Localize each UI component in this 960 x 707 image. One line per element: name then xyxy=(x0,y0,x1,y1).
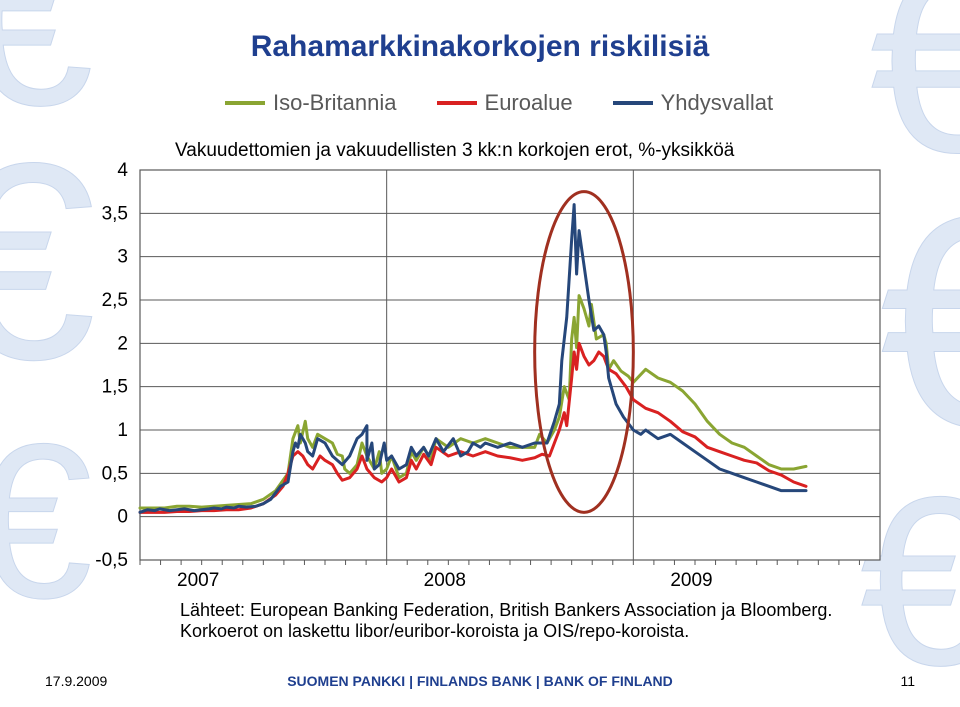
legend-label-uk: Iso-Britannia xyxy=(273,90,397,116)
legend-label-euro: Euroalue xyxy=(485,90,573,116)
legend: Iso-Britannia Euroalue Yhdysvallat xyxy=(225,90,773,116)
legend-label-us: Yhdysvallat xyxy=(661,90,774,116)
svg-text:2008: 2008 xyxy=(424,570,466,591)
svg-text:2: 2 xyxy=(117,333,128,354)
svg-text:3,5: 3,5 xyxy=(102,203,128,224)
footer-org: SUOMEN PANKKI | FINLANDS BANK | BANK OF … xyxy=(0,673,960,689)
line-chart: -0,5 0 0,5 1 1,5 2 2,5 3 3,5 4 2007 2008 2009 xyxy=(80,160,900,610)
svg-text:1,5: 1,5 xyxy=(102,377,128,398)
svg-text:4: 4 xyxy=(117,160,128,181)
legend-item-us: Yhdysvallat xyxy=(613,90,774,116)
footer-page: 11 xyxy=(900,673,915,689)
svg-text:2009: 2009 xyxy=(670,570,712,591)
chart-title: Rahamarkkinakorkojen riskilisiä xyxy=(0,30,960,64)
svg-text:2,5: 2,5 xyxy=(102,290,128,311)
svg-text:3: 3 xyxy=(117,247,128,268)
legend-item-euro: Euroalue xyxy=(437,90,573,116)
legend-swatch-us xyxy=(613,101,653,105)
svg-text:1: 1 xyxy=(117,420,128,441)
legend-swatch-uk xyxy=(225,101,265,105)
legend-item-uk: Iso-Britannia xyxy=(225,90,397,116)
svg-text:0,5: 0,5 xyxy=(102,463,128,484)
caption-line-2: Korkoerot on laskettu libor/euribor-koro… xyxy=(180,621,689,641)
svg-text:-0,5: -0,5 xyxy=(95,550,128,571)
svg-text:€: € xyxy=(0,0,93,155)
caption-line-1: Lähteet: European Banking Federation, Br… xyxy=(180,600,832,620)
svg-text:2007: 2007 xyxy=(177,570,219,591)
caption: Lähteet: European Banking Federation, Br… xyxy=(180,600,832,642)
svg-text:0: 0 xyxy=(117,507,128,528)
legend-swatch-euro xyxy=(437,101,477,105)
svg-text:€: € xyxy=(0,398,92,644)
chart-subtitle: Vakuudettomien ja vakuudellisten 3 kk:n … xyxy=(175,140,734,162)
